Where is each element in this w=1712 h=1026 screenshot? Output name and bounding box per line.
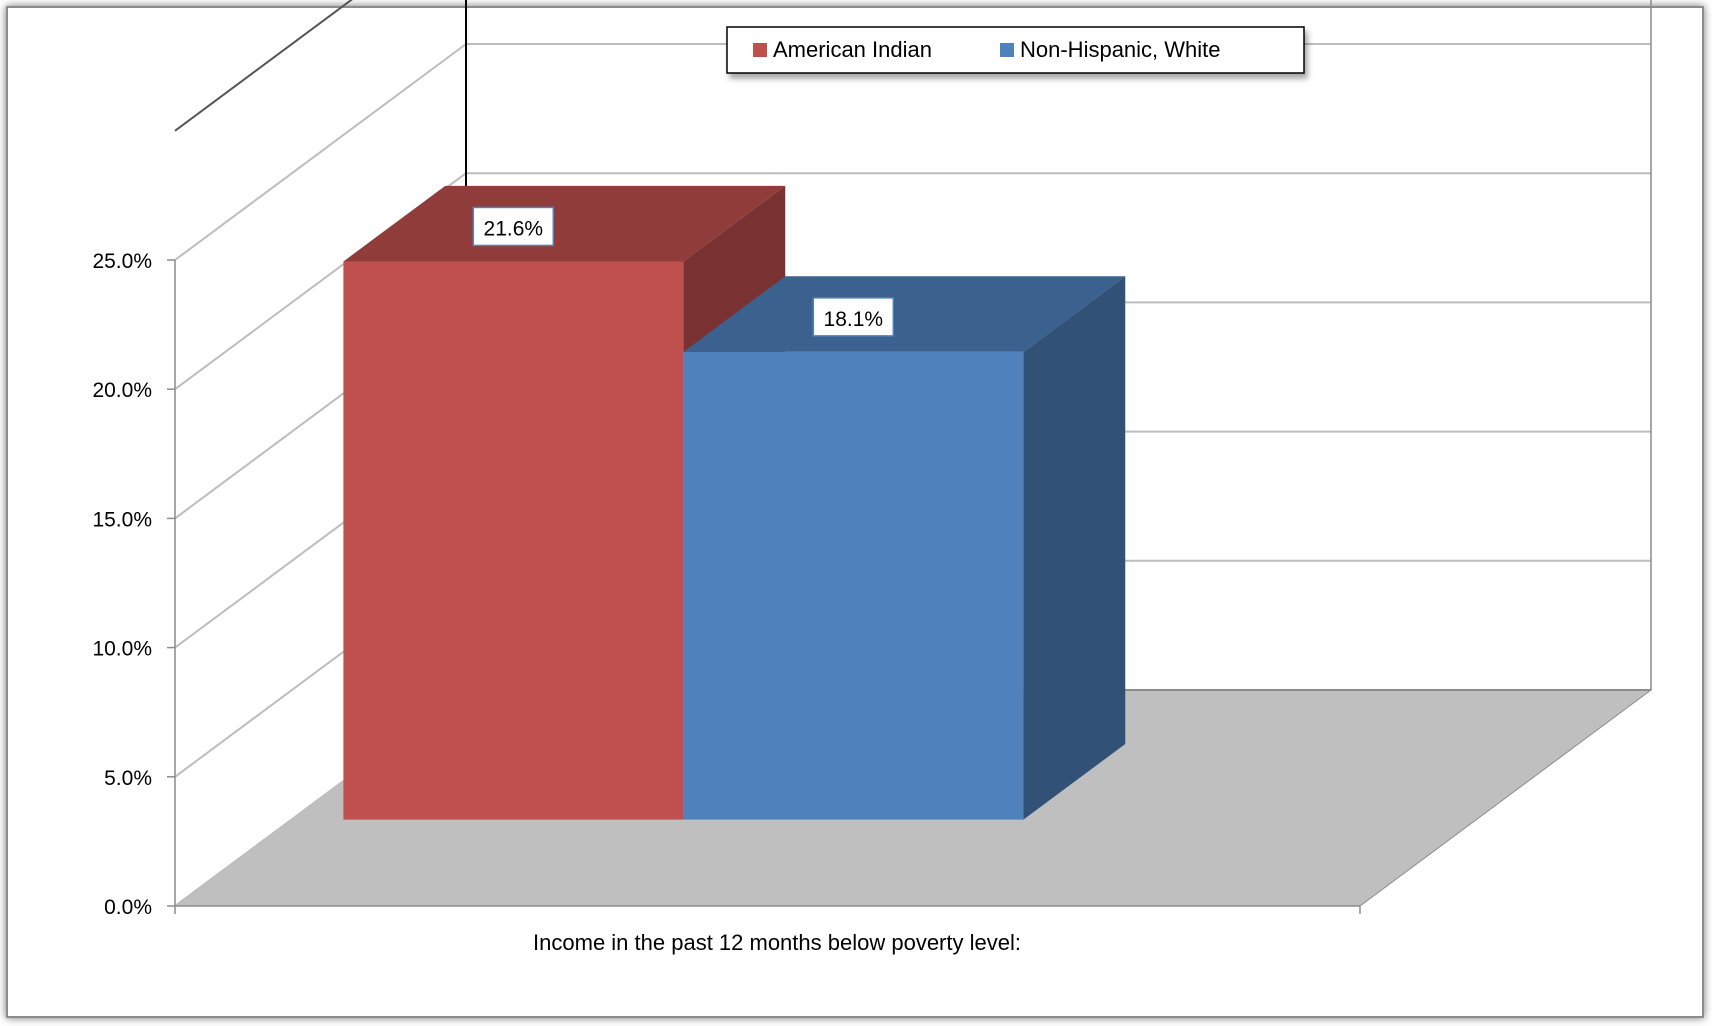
y-tick-label: 15.0% (92, 508, 152, 531)
data-label: 18.1% (824, 308, 884, 331)
data-label-box (812, 297, 895, 337)
side-gridline (174, 0, 353, 132)
bar-top-face (343, 185, 786, 262)
legend-box (726, 26, 1305, 74)
y-tick-label: 5.0% (104, 767, 152, 790)
y-tick-label: 25.0% (92, 250, 152, 273)
x-axis-label: Income in the past 12 months below pover… (533, 930, 1021, 955)
legend-swatch (753, 43, 767, 57)
y-tick-label: 0.0% (104, 896, 152, 919)
side-gridline (174, 43, 467, 261)
bar-front-face (683, 351, 1024, 820)
value-axis: 0.0% 5.0% 10.0% 15.0% 20.0% 25.0% (92, 250, 1361, 919)
bar-front-face (343, 261, 684, 820)
legend: American Indian Non-Hispanic, White (726, 26, 1305, 74)
data-label-box (472, 206, 555, 247)
data-label: 21.6% (484, 217, 544, 240)
legend-swatch (1000, 43, 1014, 57)
bars (343, 185, 1126, 820)
legend-label: Non-Hispanic, White (1020, 37, 1221, 62)
data-labels: 21.6% 18.1% (472, 206, 895, 337)
y-tick-label: 20.0% (92, 379, 152, 402)
y-tick-label: 10.0% (92, 638, 152, 661)
bar-top-face (683, 276, 1126, 352)
bar-side-face (1023, 276, 1126, 820)
legend-label: American Indian (773, 37, 932, 62)
